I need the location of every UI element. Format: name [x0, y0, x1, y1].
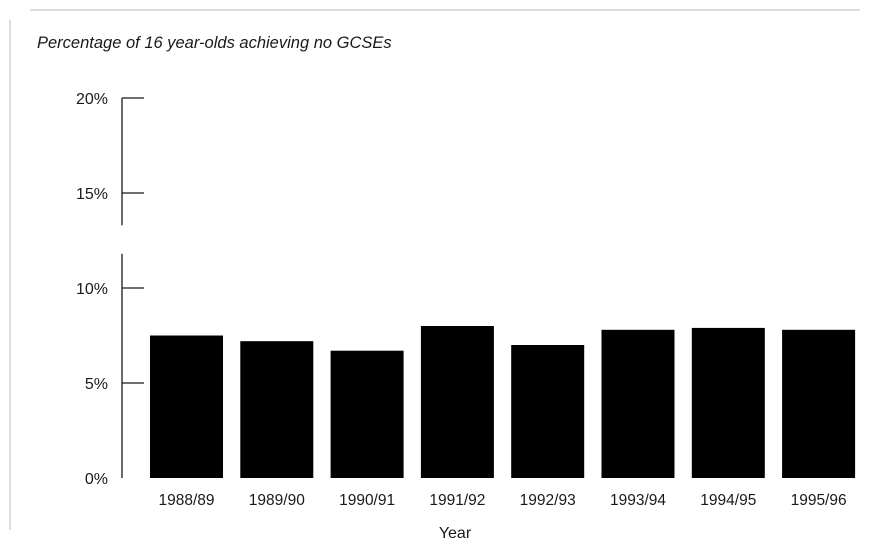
bar-1992-93: [511, 345, 585, 478]
chart-frame: [9, 9, 860, 530]
y-axis: 0% 5% 10% 15% 20%: [76, 91, 144, 488]
y-tick-label: 0%: [85, 471, 108, 488]
x-tick-label: 1991/92: [429, 492, 485, 509]
y-tick-label: 5%: [85, 376, 108, 393]
bar-1990-91: [330, 350, 404, 478]
y-tick-label: 20%: [76, 91, 108, 108]
chart-title: Percentage of 16 year-olds achieving no …: [37, 34, 392, 52]
bars: [150, 326, 856, 478]
y-tick-label: 15%: [76, 186, 108, 203]
bar-1989-90: [240, 341, 314, 478]
x-tick-label: 1993/94: [610, 492, 666, 509]
x-tick-label: 1988/89: [158, 492, 214, 509]
x-tick-label: 1995/96: [791, 492, 847, 509]
bar-1993-94: [601, 329, 675, 478]
x-tick-label: 1992/93: [520, 492, 576, 509]
x-tick-label: 1989/90: [249, 492, 305, 509]
x-axis-title: Year: [439, 525, 472, 542]
bar-1994-95: [691, 327, 765, 478]
x-tick-label: 1994/95: [700, 492, 756, 509]
x-axis-labels: 1988/89 1989/90 1990/91 1991/92 1992/93 1993/…: [158, 492, 846, 509]
bar-1988-89: [150, 335, 223, 478]
x-tick-label: 1990/91: [339, 492, 395, 509]
y-tick-label: 10%: [76, 281, 108, 298]
bar-1991-92: [420, 326, 494, 478]
bar-1995-96: [782, 329, 856, 478]
